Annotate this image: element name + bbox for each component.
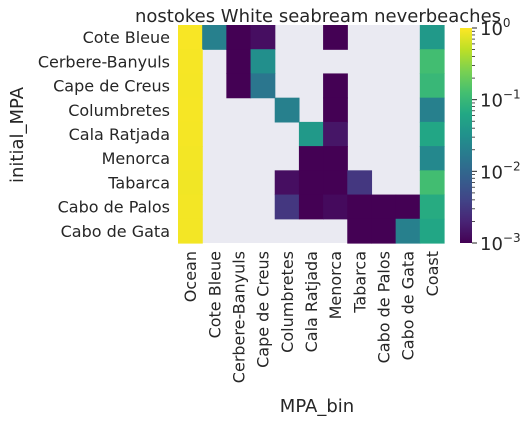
column-tick-label: Cerbere-Banyuls [229, 251, 248, 383]
heatmap-cell [419, 194, 445, 220]
heatmap-cell [250, 73, 276, 99]
heatmap-cell [178, 97, 203, 123]
row-tick-label: Columbretes [68, 101, 170, 120]
heatmap-cell [226, 25, 252, 50]
row-tick-label: Tabarca [107, 173, 170, 192]
column-tick-label: Cabo de Gata [399, 251, 418, 360]
heatmap-cell [323, 146, 348, 171]
heatmap-cell [226, 73, 252, 99]
heatmap-cell [323, 170, 348, 196]
colorbar-tick-label: 10−2 [480, 159, 521, 183]
heatmap-cell [274, 194, 300, 220]
heatmap-cell [419, 170, 445, 196]
colorbar-tick-label: 10−1 [480, 88, 521, 112]
column-tick-label: Cote Bleue [205, 251, 224, 338]
heatmap-cell [202, 25, 227, 50]
heatmap-cell [371, 218, 397, 244]
heatmap-cell [178, 25, 203, 50]
chart-title: nostokes White seabream neverbeaches [135, 6, 501, 27]
row-tick-label: Cape de Creus [53, 77, 170, 96]
colorbar-gradient [460, 28, 472, 243]
heatmap-cell [178, 194, 203, 220]
heatmap-cell [250, 25, 276, 50]
column-tick-label: Cabo de Palos [375, 251, 394, 363]
row-tick-label: Cala Ratjada [69, 125, 170, 144]
heatmap-cell [178, 73, 203, 99]
x-axis-label: MPA_bin [280, 396, 354, 417]
heatmap-cell [371, 194, 397, 220]
heatmap-cell [178, 170, 203, 196]
heatmap-cell [274, 170, 300, 196]
heatmap-cell [178, 49, 203, 75]
colorbar: 100 10−1 10−2 10−3 [460, 16, 521, 255]
heatmap-cell [419, 146, 445, 171]
column-tick-label: Coast [423, 251, 442, 296]
heatmap-cell [298, 194, 324, 220]
row-tick-label: Cote Bleue [83, 28, 170, 47]
heatmap-cell [178, 218, 203, 244]
heatmap-cell [250, 49, 276, 75]
heatmap-cells [178, 25, 445, 244]
heatmap-cell [178, 146, 203, 171]
column-tick-label: Tabarca [350, 251, 369, 314]
heatmap-cell [298, 121, 324, 147]
heatmap-cell [178, 121, 203, 147]
heatmap-cell [226, 49, 252, 75]
heatmap-cell [323, 73, 348, 99]
column-tick-label: Cala Ratjada [302, 251, 321, 352]
row-tick-label: Cerbere-Banyuls [38, 52, 170, 71]
colorbar-tick-label: 10−3 [480, 231, 521, 255]
colorbar-tick-label: 100 [480, 16, 511, 40]
heatmap-cell [419, 97, 445, 123]
heatmap-cell [395, 218, 421, 244]
heatmap-cell [419, 25, 445, 50]
column-tick-labels: Ocean Cote Bleue Cerbere-Banyuls Cape de Cr… [181, 251, 442, 383]
heatmap-cell [395, 194, 421, 220]
heatmap-cell [419, 49, 445, 75]
heatmap-cell [298, 146, 324, 171]
heatmap-cell [419, 218, 445, 244]
row-tick-label: Menorca [102, 149, 170, 168]
heatmap-cell [347, 194, 373, 220]
row-tick-labels: Cote Bleue Cerbere-Banyuls Cape de Creus Co… [38, 28, 170, 241]
heatmap-cell [298, 170, 324, 196]
column-tick-label: Ocean [181, 251, 200, 302]
row-tick-label: Cabo de Gata [61, 222, 170, 241]
heatmap-cell [323, 97, 348, 123]
heatmap-cell [419, 121, 445, 147]
heatmap-cell [347, 170, 373, 196]
heatmap-cell [323, 25, 348, 50]
heatmap-cell [347, 218, 373, 244]
row-tick-label: Cabo de Palos [58, 198, 170, 217]
column-tick-label: Columbretes [278, 251, 297, 353]
heatmap-cell [274, 97, 300, 123]
column-tick-label: Menorca [326, 251, 345, 319]
heatmap-cell [323, 194, 348, 220]
heatmap-cell [419, 73, 445, 99]
heatmap-cell [323, 121, 348, 147]
column-tick-label: Cape de Creus [254, 251, 273, 368]
y-axis-label: initial_MPA [7, 86, 28, 183]
